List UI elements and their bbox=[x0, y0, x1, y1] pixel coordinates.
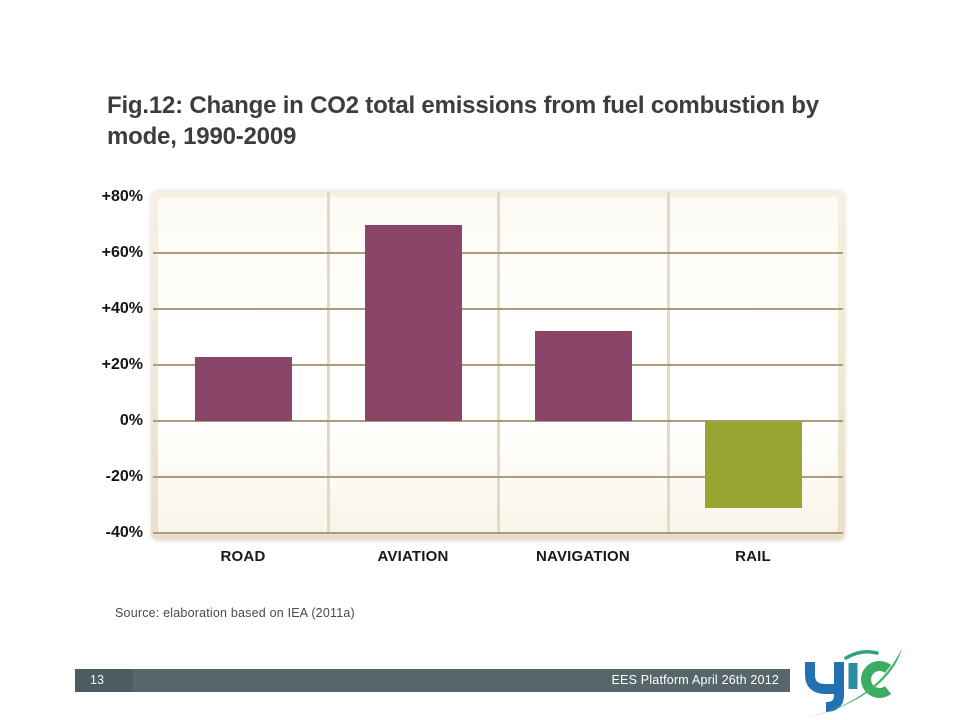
uic-logo bbox=[805, 648, 902, 717]
footer-event-text: EES Platform April 26th 2012 bbox=[611, 673, 779, 687]
uic-accent bbox=[844, 650, 879, 660]
gridline--40 bbox=[153, 532, 843, 534]
gridline-40 bbox=[153, 308, 843, 310]
bar-aviation bbox=[364, 225, 462, 421]
gridline--20 bbox=[153, 476, 843, 478]
bar-navigation bbox=[534, 331, 632, 421]
x-axis-label-aviation: AVIATION bbox=[377, 548, 449, 565]
y-axis-tick-60: +60% bbox=[101, 244, 143, 261]
uic-letter-u bbox=[805, 662, 844, 712]
gridline-20 bbox=[153, 364, 843, 366]
gridline-0 bbox=[153, 420, 843, 422]
y-axis-tick-0: 0% bbox=[119, 412, 143, 429]
y-axis-tick--40: -40% bbox=[105, 524, 143, 541]
page-number-box bbox=[75, 669, 133, 692]
x-axis-label-navigation: NAVIGATION bbox=[536, 548, 630, 565]
chart-plot-frame bbox=[151, 190, 845, 540]
y-axis-tick--20: -20% bbox=[105, 468, 143, 485]
x-axis-label-rail: RAIL bbox=[735, 548, 771, 565]
y-axis-tick-40: +40% bbox=[101, 300, 143, 317]
y-axis-tick-80: +80% bbox=[101, 188, 143, 205]
bar-road bbox=[194, 356, 292, 421]
uic-letter-c bbox=[861, 661, 892, 698]
x-axis-label-road: ROAD bbox=[220, 548, 266, 565]
source-caption: Source: elaboration based on IEA (2011a) bbox=[115, 606, 355, 620]
footer-bar: 13 EES Platform April 26th 2012 bbox=[75, 669, 790, 692]
slide-title: Fig.12: Change in CO2 total emissions fr… bbox=[107, 92, 819, 150]
gridline-60 bbox=[153, 252, 843, 254]
bar-rail bbox=[704, 421, 802, 508]
page-number: 13 bbox=[90, 673, 104, 687]
y-axis-tick-20: +20% bbox=[101, 356, 143, 373]
